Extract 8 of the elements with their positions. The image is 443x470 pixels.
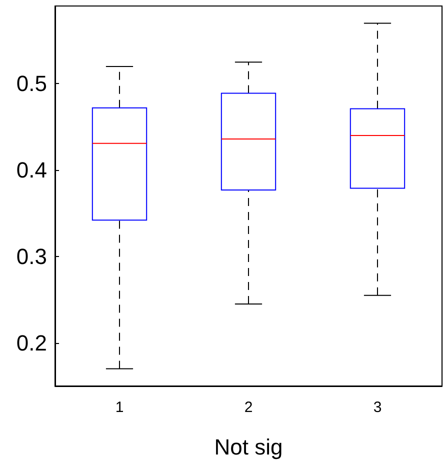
y-tick-label: 0.3 bbox=[16, 244, 47, 269]
y-tick-label: 0.2 bbox=[16, 330, 47, 356]
x-axis-title: Not sig bbox=[214, 434, 283, 460]
x-tick-label: 3 bbox=[373, 399, 382, 416]
x-tick-label: 2 bbox=[244, 399, 253, 416]
y-tick-label: 0.4 bbox=[16, 158, 47, 183]
x-tick-label: 1 bbox=[115, 399, 124, 416]
y-tick-label: 0.5 bbox=[16, 71, 47, 96]
